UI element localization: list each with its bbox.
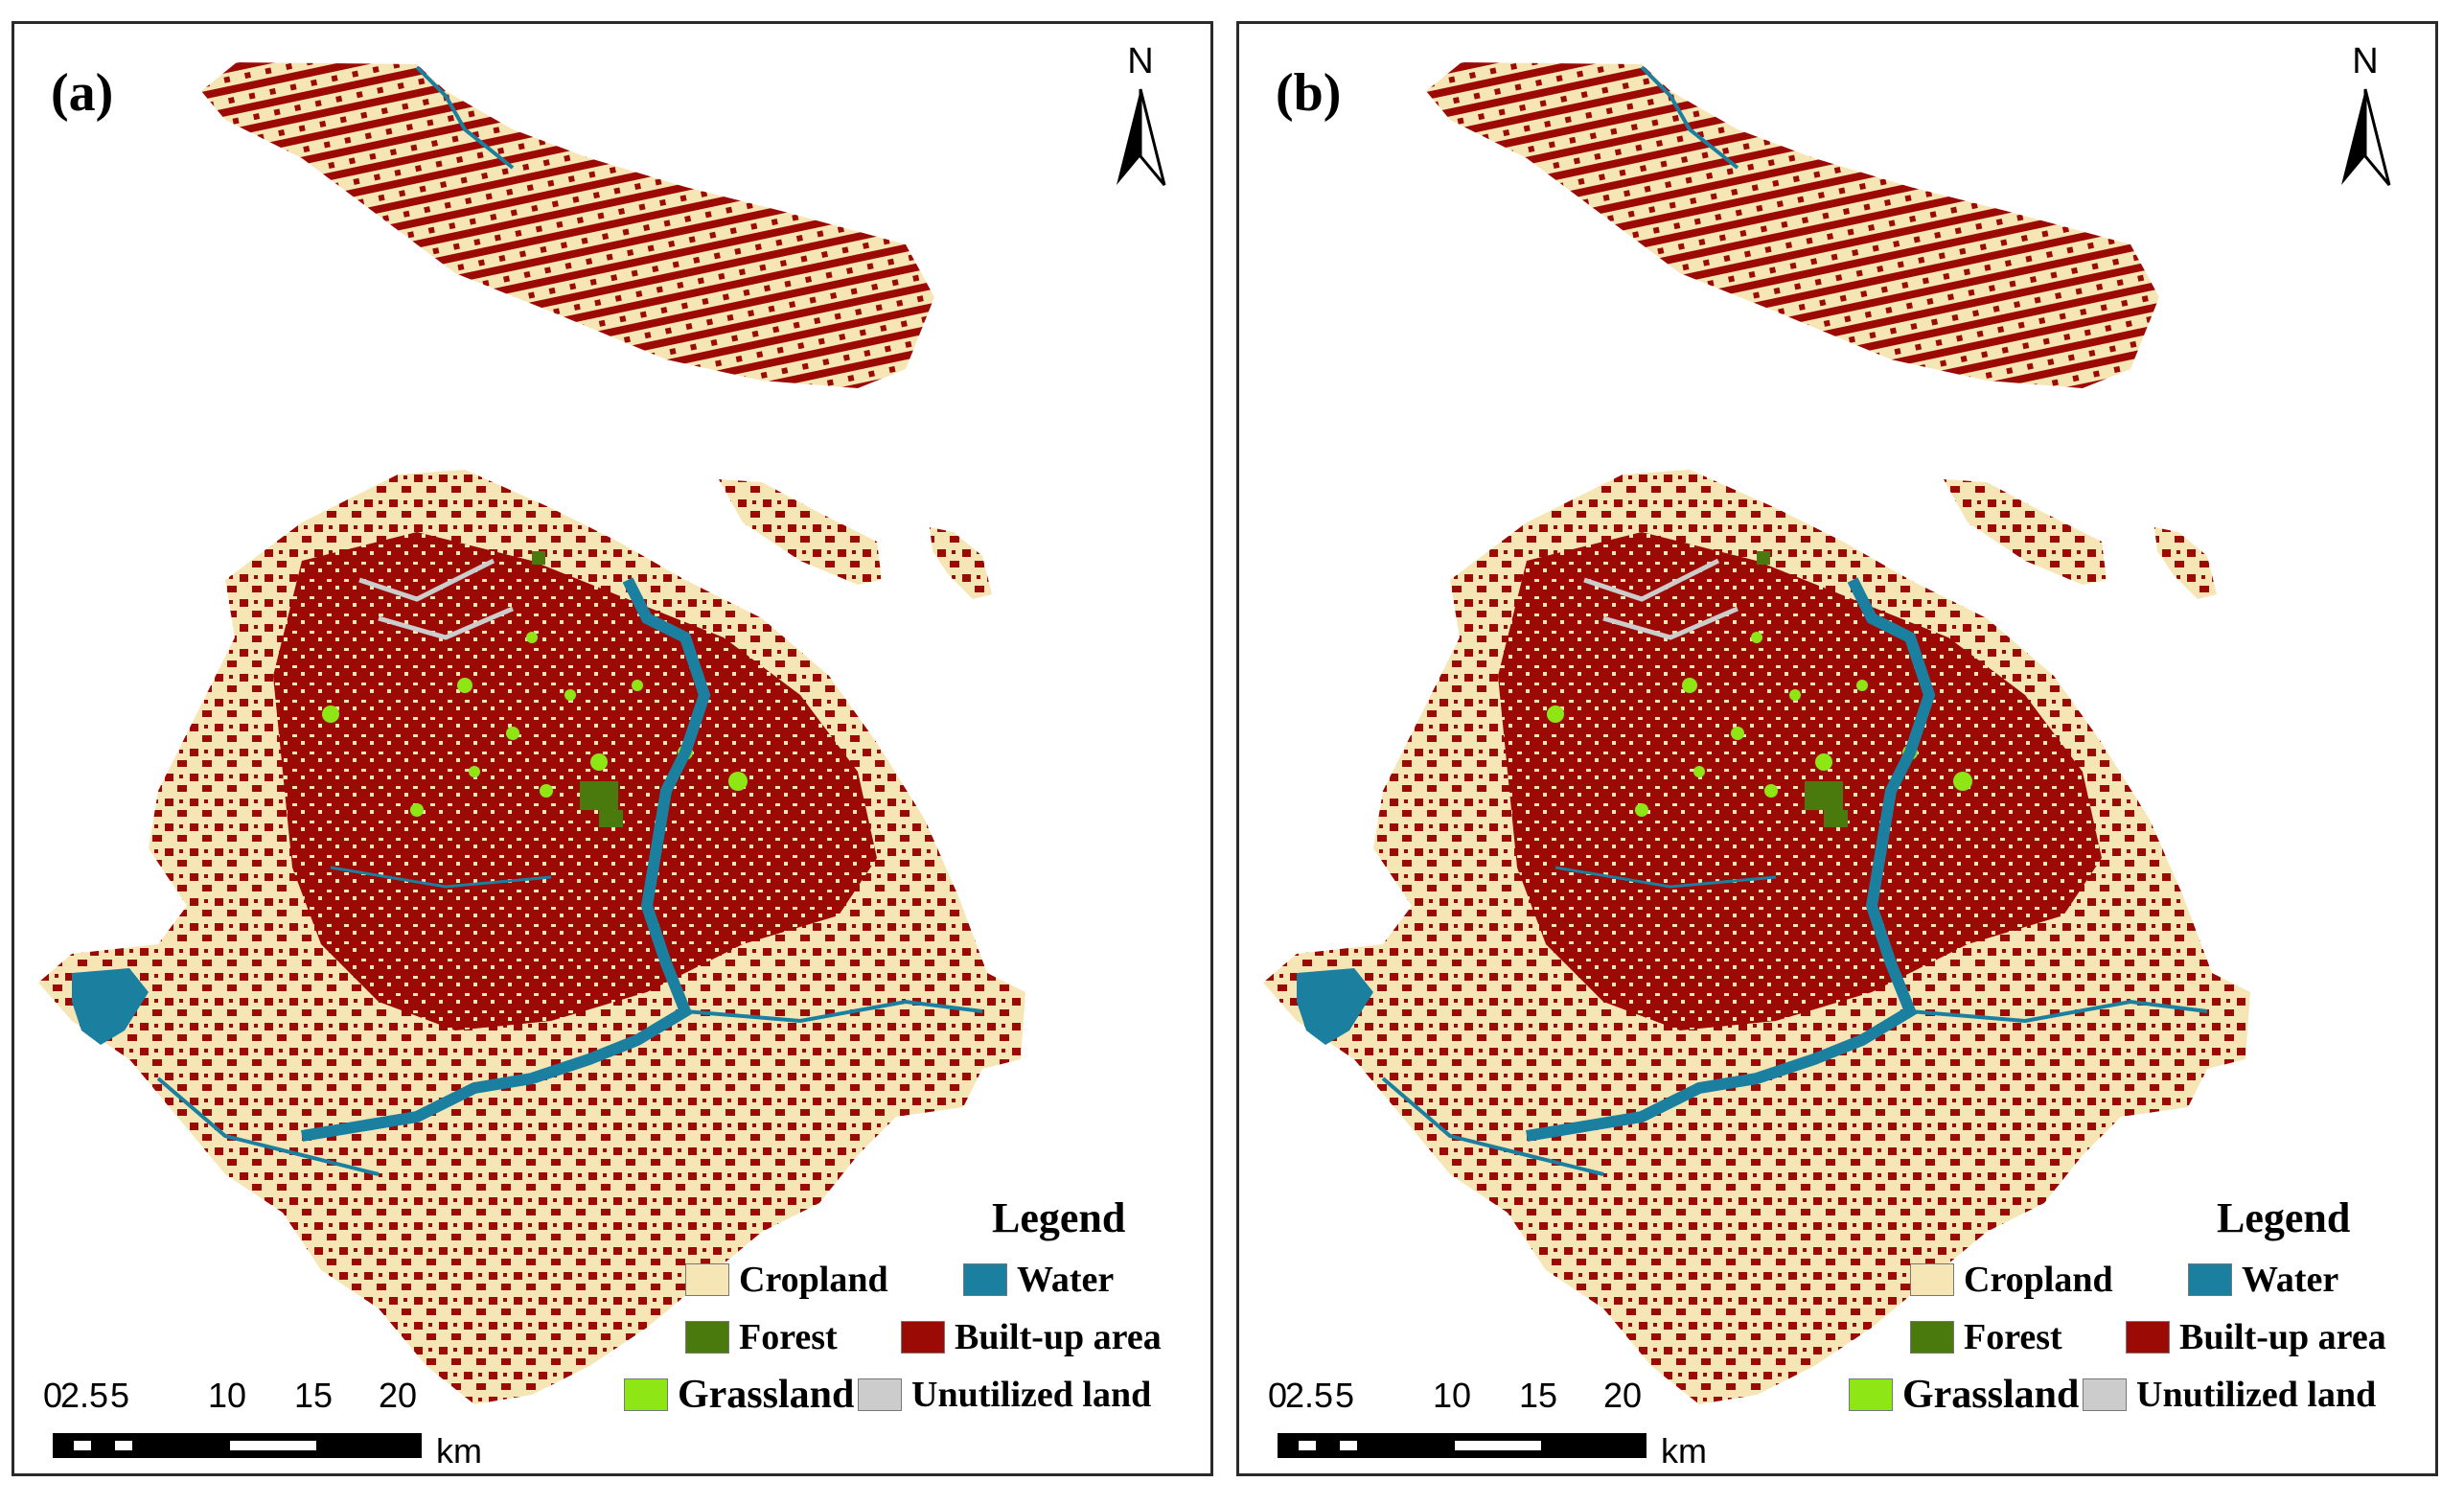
scale-unit: km: [1661, 1431, 1707, 1470]
north-arrow-icon: [2341, 88, 2391, 186]
north-arrow-icon: [1117, 88, 1166, 186]
scale-bar-line: [53, 1433, 422, 1458]
swatch-grassland: [1849, 1378, 1893, 1411]
legend-label: Unutilized land: [2136, 1375, 2377, 1415]
panel-label: (a): [51, 63, 114, 123]
scale-tick: 2.5: [60, 1376, 109, 1415]
scale-tick: 0: [43, 1376, 63, 1415]
lake: [72, 968, 149, 1045]
rivers: [156, 577, 983, 1176]
legend-item-grassland: Grassland: [1849, 1373, 2080, 1417]
legend-title: Legend: [992, 1194, 1126, 1241]
swatch-unutilized: [2083, 1378, 2127, 1411]
scale-tick: 15: [294, 1376, 334, 1415]
lake: [1297, 968, 1373, 1045]
scale-tick: 10: [1433, 1376, 1472, 1415]
island-small-2: [2154, 527, 2217, 599]
scale-tick: 20: [1603, 1376, 1643, 1415]
legend-label: Grassland: [1902, 1373, 2080, 1417]
legend: Legend Cropland Water Forest Built-up ar…: [624, 1193, 1203, 1471]
swatch-builtup: [901, 1321, 945, 1354]
scale-tick: 0: [1268, 1376, 1288, 1415]
scale-bar-line: [1278, 1433, 1647, 1458]
legend-item-cropland: Cropland: [685, 1259, 888, 1301]
scale-tick: 15: [1519, 1376, 1558, 1415]
urban-core: [1498, 532, 2102, 1030]
legend: Legend Cropland Water Forest Built-up ar…: [1849, 1193, 2428, 1471]
north-arrow: N: [1107, 41, 1174, 195]
scale-tick: 20: [379, 1376, 418, 1415]
land-use-map-b: [1263, 62, 2250, 1404]
legend-label: Forest: [739, 1317, 838, 1357]
swatch-unutilized: [858, 1378, 902, 1411]
swatch-cropland: [1910, 1263, 1954, 1296]
legend-label: Built-up area: [2179, 1317, 2386, 1357]
island-small-1: [719, 479, 882, 585]
legend-title: Legend: [2217, 1194, 2351, 1241]
island-small-2: [930, 527, 992, 599]
legend-item-forest: Forest: [685, 1316, 838, 1358]
scale-tick: 2.5: [1285, 1376, 1334, 1415]
forest-patches: [1757, 551, 1848, 827]
swatch-water: [963, 1263, 1007, 1296]
legend-item-water: Water: [2188, 1259, 2338, 1301]
land-use-map-a: [38, 62, 1025, 1404]
map-panel-b: (b) N Legend Cropland Water Forest Built…: [1236, 21, 2438, 1476]
scale-bar: 0 2.5 5 10 15 20 km: [1268, 1376, 1718, 1471]
legend-label: Forest: [1964, 1317, 2062, 1357]
rivers: [1381, 577, 2208, 1176]
scale-tick: 10: [208, 1376, 247, 1415]
swatch-forest: [1910, 1321, 1954, 1354]
swatch-forest: [685, 1321, 729, 1354]
swatch-grassland: [624, 1378, 668, 1411]
legend-label: Water: [1017, 1260, 1115, 1300]
island-north: [1426, 62, 2159, 388]
legend-item-water: Water: [963, 1259, 1114, 1301]
scale-unit: km: [436, 1431, 482, 1470]
scale-tick: 5: [1335, 1376, 1355, 1415]
urban-core: [273, 532, 877, 1030]
map-panel-a: (a) N Legend Cropland Water Forest Built…: [12, 21, 1213, 1476]
legend-label: Built-up area: [955, 1317, 1162, 1357]
swatch-cropland: [685, 1263, 729, 1296]
legend-item-grassland: Grassland: [624, 1373, 855, 1417]
legend-label: Cropland: [1964, 1260, 2113, 1300]
swatch-builtup: [2126, 1321, 2170, 1354]
legend-item-builtup: Built-up area: [901, 1316, 1162, 1358]
panel-label: (b): [1276, 63, 1342, 123]
scale-bar: 0 2.5 5 10 15 20 km: [43, 1376, 494, 1471]
unutilized-lines: [1583, 558, 1739, 640]
swatch-water: [2188, 1263, 2232, 1296]
legend-item-cropland: Cropland: [1910, 1259, 2113, 1301]
legend-item-unutilized: Unutilized land: [858, 1374, 1151, 1416]
legend-item-forest: Forest: [1910, 1316, 2062, 1358]
forest-patches: [532, 551, 623, 827]
legend-item-unutilized: Unutilized land: [2083, 1374, 2376, 1416]
legend-label: Water: [2242, 1260, 2339, 1300]
scale-tick: 5: [110, 1376, 130, 1415]
legend-item-builtup: Built-up area: [2126, 1316, 2386, 1358]
legend-label: Grassland: [678, 1373, 855, 1417]
legend-label: Cropland: [739, 1260, 888, 1300]
north-arrow: N: [2332, 41, 2399, 195]
north-label: N: [2352, 41, 2379, 81]
island-north: [201, 62, 934, 388]
unutilized-lines: [358, 558, 514, 640]
legend-label: Unutilized land: [911, 1375, 1152, 1415]
island-small-1: [1944, 479, 2107, 585]
north-label: N: [1127, 41, 1154, 81]
